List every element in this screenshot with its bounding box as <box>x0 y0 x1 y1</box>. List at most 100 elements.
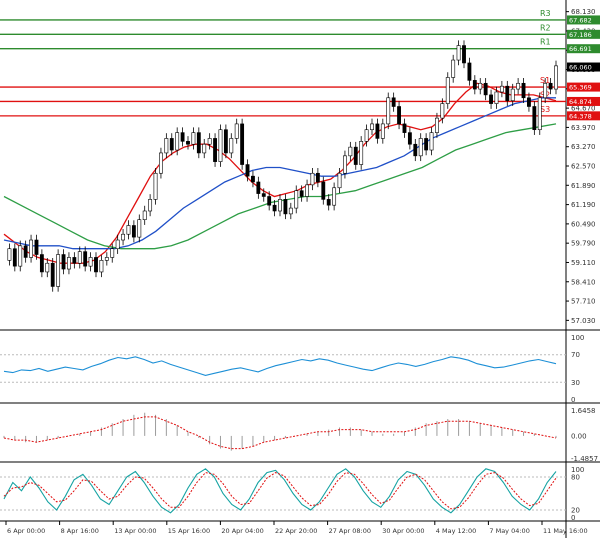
candle-body <box>72 257 77 264</box>
level-value-s3: 64.378 <box>569 112 592 120</box>
x-tick-label: 8 Apr 16:00 <box>61 527 99 535</box>
x-tick-label: 27 Apr 08:00 <box>329 527 371 535</box>
y-tick-label: 63.270 <box>571 143 596 151</box>
osc2-signal <box>3 416 557 450</box>
y-tick-label: 64.670 <box>571 105 596 113</box>
candle-body <box>159 152 163 174</box>
candle-body <box>537 97 542 131</box>
candle-body <box>18 245 23 267</box>
osc3-tick-label: 100 <box>571 466 584 474</box>
candle-body <box>164 138 169 154</box>
candle-body <box>186 141 190 145</box>
candle-body <box>397 106 401 125</box>
y-tick-label: 57.030 <box>571 317 596 325</box>
level-tag-s1 <box>567 82 600 92</box>
y-tick-label: 68.130 <box>571 8 596 16</box>
candle-body <box>180 132 185 142</box>
candle-body <box>56 254 61 287</box>
osc1-tick-label: 0 <box>571 396 575 404</box>
candle-body <box>353 146 358 165</box>
y-tick-label: 58.410 <box>571 278 596 286</box>
level-value-r2: 67.186 <box>569 31 592 39</box>
candle-body <box>39 254 44 273</box>
candle-body <box>88 257 93 267</box>
candle-body <box>294 190 299 209</box>
candle-body <box>251 175 255 183</box>
y-tick-label: 60.490 <box>571 220 596 228</box>
candle-body <box>278 199 282 212</box>
y-tick-label: 63.970 <box>571 124 596 132</box>
candle-body <box>202 143 207 154</box>
candle-body <box>391 97 396 107</box>
candle-body <box>332 187 337 206</box>
candle-body <box>153 172 158 200</box>
candle-body <box>521 82 526 99</box>
candle-body <box>207 138 212 145</box>
candle-body <box>554 65 558 90</box>
candle-body <box>418 138 423 157</box>
level-name-r1: R1 <box>540 38 551 47</box>
candle-body <box>462 45 466 64</box>
candle-body <box>229 138 234 154</box>
level-tag-r2 <box>567 29 600 39</box>
candle-body <box>283 199 288 215</box>
candle-body <box>299 190 304 197</box>
candle-body <box>451 59 456 78</box>
price-tag-label: 66.060 <box>569 64 592 72</box>
candle-body <box>240 123 245 165</box>
osc2-tick-label: -1.4857 <box>571 455 598 463</box>
candle-body <box>137 219 142 238</box>
candle-body <box>50 262 55 287</box>
candle-body <box>532 106 537 131</box>
level-tag-r1 <box>567 44 600 54</box>
candle-body <box>343 155 347 174</box>
candle-body <box>110 248 115 258</box>
candle-body <box>169 138 174 151</box>
candle-body <box>375 123 380 139</box>
candle-body <box>548 82 553 90</box>
candle-body <box>148 199 153 212</box>
candle-body <box>142 210 147 220</box>
candle-body <box>34 239 39 255</box>
candle-body <box>29 239 33 258</box>
candle-body <box>440 103 445 119</box>
candle-body <box>310 172 315 186</box>
candle-body <box>407 132 412 145</box>
candle-body <box>510 88 515 101</box>
candle-body <box>218 129 223 162</box>
candle-body <box>429 132 434 151</box>
osc2-tick-label: 0.00 <box>571 432 587 440</box>
osc3-tick-label: 80 <box>571 474 580 482</box>
candle-body <box>348 146 353 157</box>
osc3-tick-label: 0 <box>571 514 575 522</box>
candle-body <box>359 141 364 165</box>
candle-body <box>472 80 477 90</box>
candle-body <box>175 132 180 151</box>
level-name-s3: S3 <box>540 105 550 114</box>
candle-body <box>272 204 277 212</box>
candle-body <box>370 123 374 131</box>
candle-body <box>364 129 369 142</box>
x-tick-label: 13 Apr 00:00 <box>114 527 156 535</box>
osc1-line <box>3 356 557 376</box>
candle-body <box>213 138 217 162</box>
panel-bg-0 <box>0 2 566 330</box>
candle-body <box>104 257 109 261</box>
candle-body <box>499 85 504 93</box>
candle-body <box>305 184 309 197</box>
candle-body <box>131 225 136 238</box>
x-tick-label: 6 Apr 00:00 <box>7 527 45 535</box>
candle-body <box>402 123 407 133</box>
candle-body <box>435 117 439 133</box>
level-tag-s2 <box>567 96 600 106</box>
candle-body <box>288 207 293 215</box>
osc3-tick-label: 20 <box>571 507 580 515</box>
osc3-k <box>3 468 557 514</box>
y-tick-label: 59.110 <box>571 259 596 267</box>
level-name-r3: R3 <box>540 9 551 18</box>
osc1-tick-label: 30 <box>571 379 580 387</box>
panel-bg-1 <box>0 334 566 403</box>
candle-body <box>83 251 88 267</box>
candle-body <box>527 97 531 107</box>
x-tick-label: 30 Apr 00:00 <box>382 527 424 535</box>
